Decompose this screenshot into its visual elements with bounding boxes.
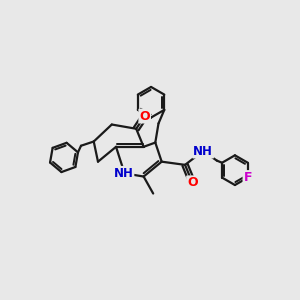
Text: F: F <box>244 171 252 184</box>
Text: O: O <box>187 176 198 189</box>
Text: O: O <box>140 110 150 122</box>
Text: NH: NH <box>193 145 213 158</box>
Text: NH: NH <box>113 167 134 180</box>
